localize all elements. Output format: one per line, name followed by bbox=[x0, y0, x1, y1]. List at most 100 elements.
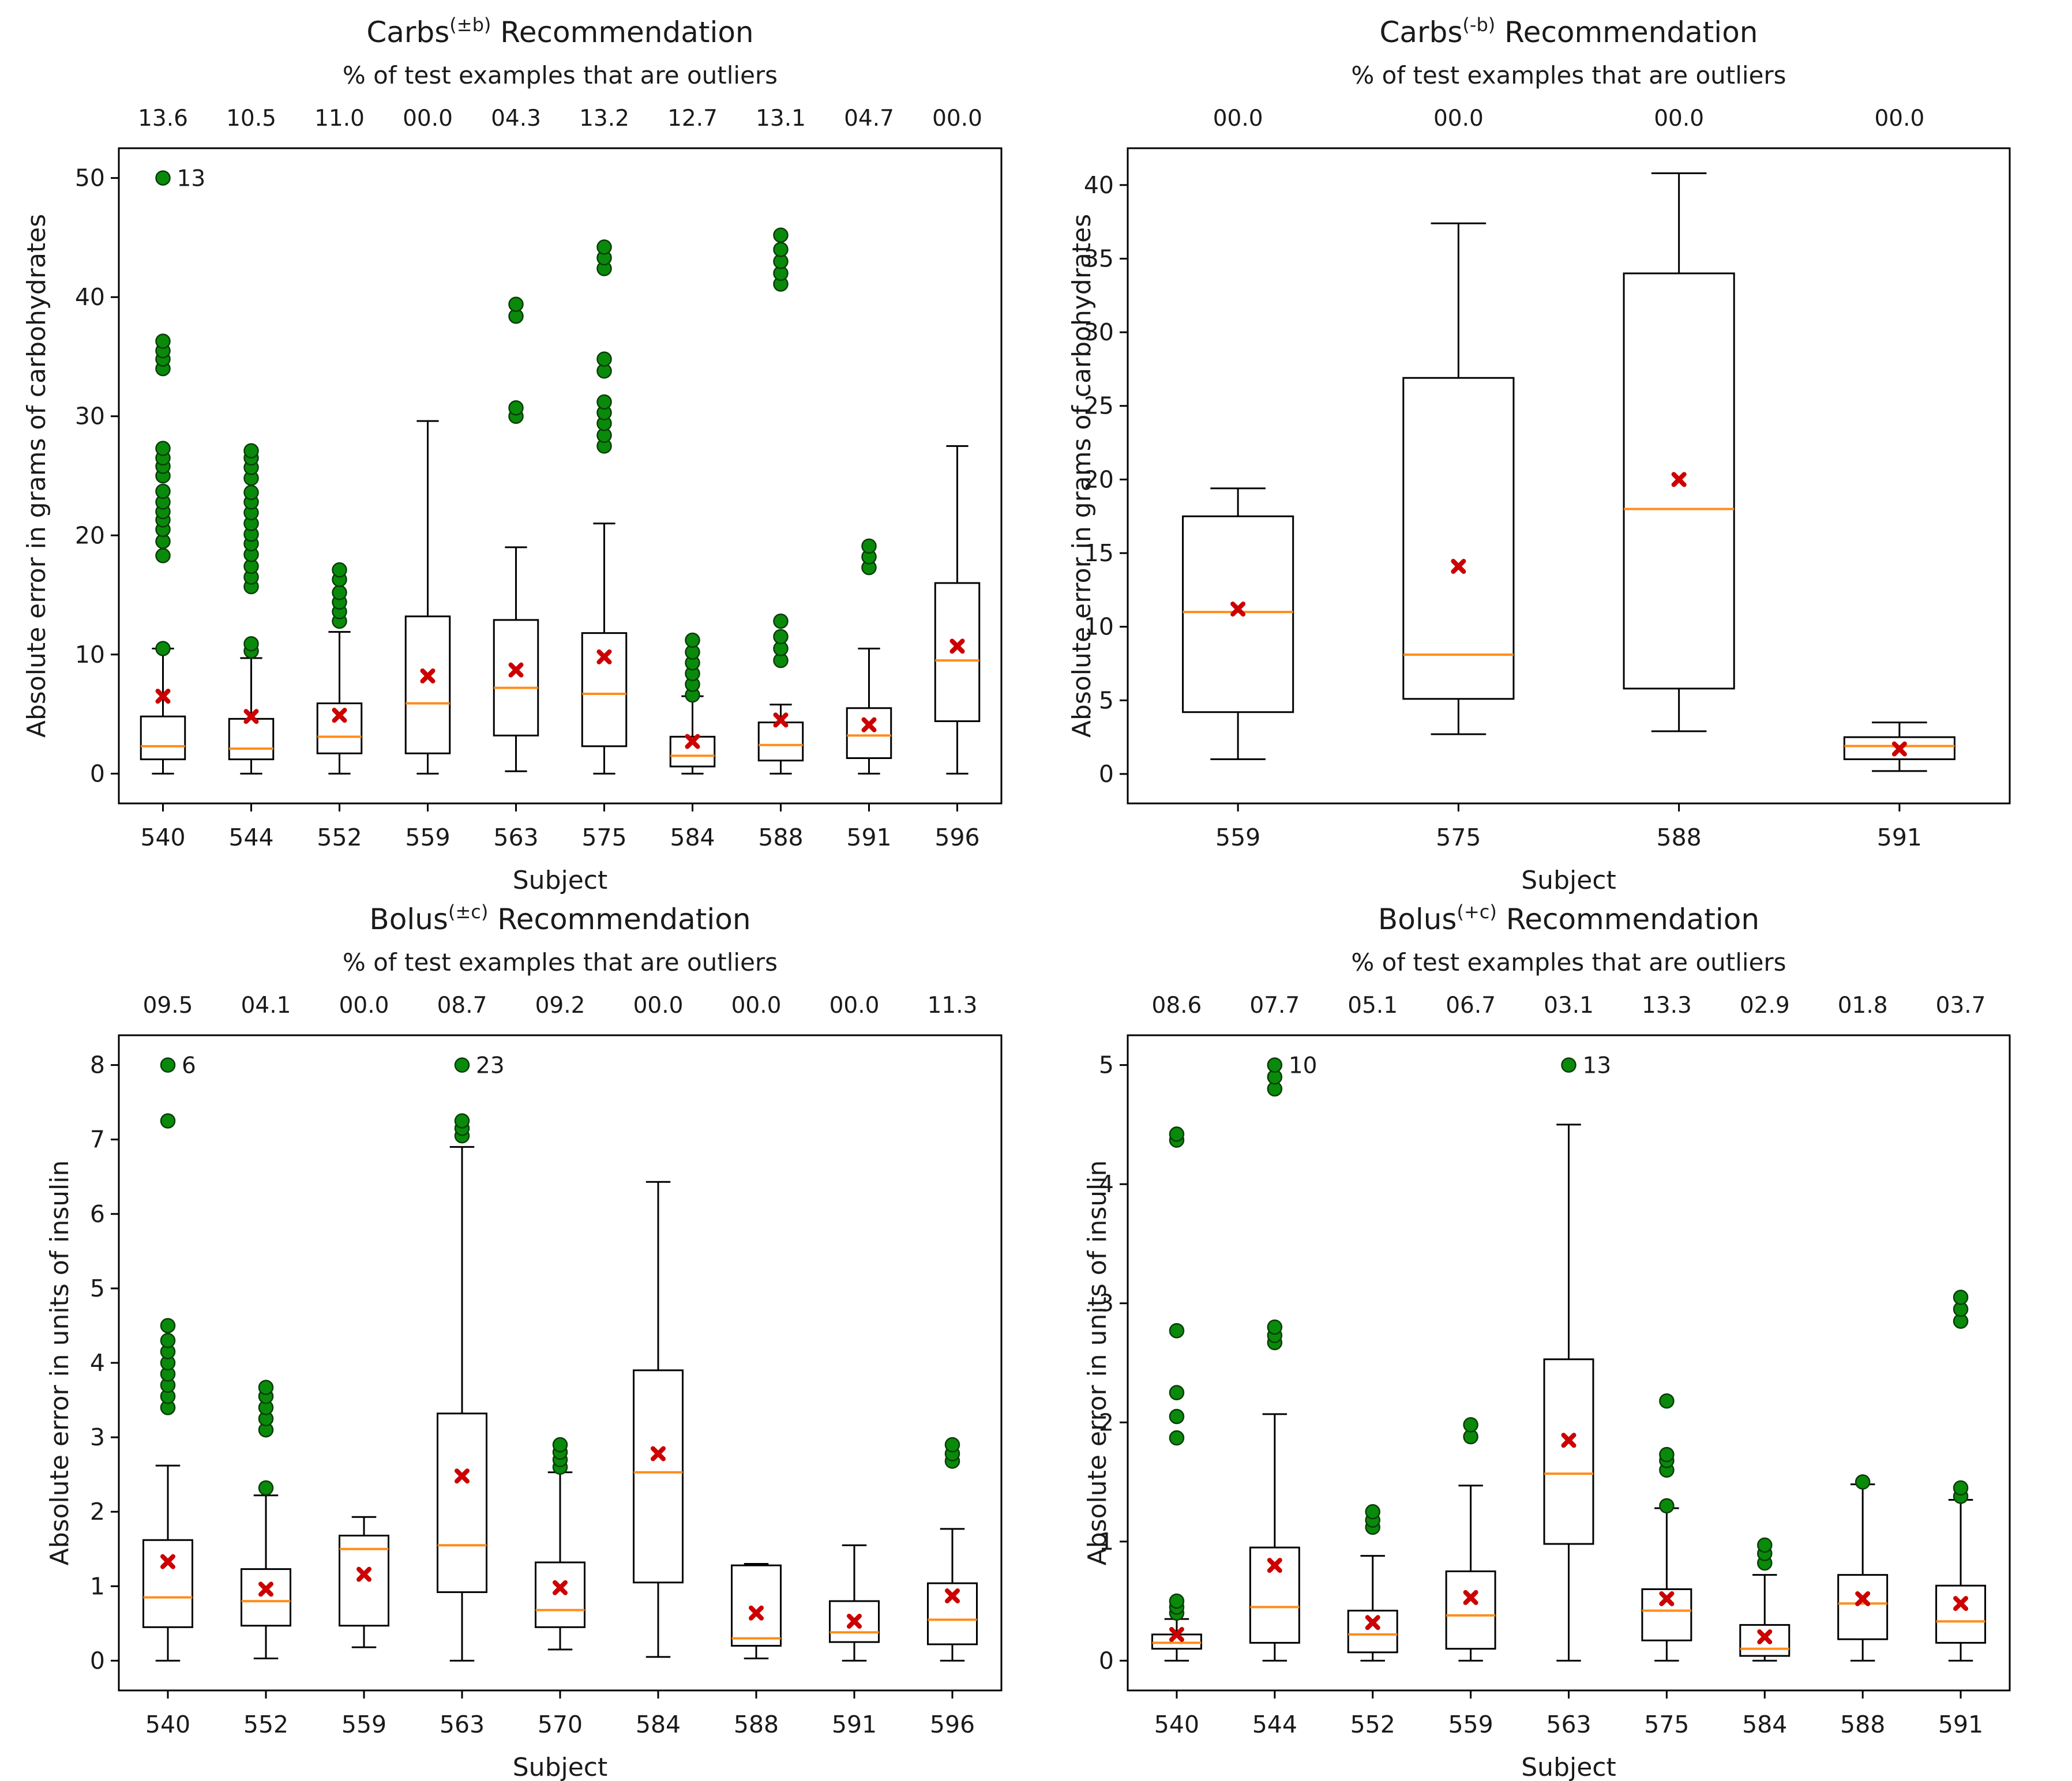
box-552 bbox=[1347, 1504, 1398, 1662]
outlier-pct-label: 01.8 bbox=[1838, 993, 1888, 1019]
chart-title-suffix: Recommendation bbox=[1495, 16, 1758, 49]
mean-marker bbox=[1757, 1629, 1773, 1645]
outlier-point bbox=[1169, 1385, 1185, 1400]
mean-marker bbox=[596, 649, 612, 664]
y-tick-label: 3 bbox=[1099, 1290, 1114, 1317]
x-tick-label: 559 bbox=[1215, 824, 1260, 851]
x-tick-label: 584 bbox=[636, 1711, 681, 1738]
iqr-box bbox=[1402, 377, 1515, 700]
y-tick-label: 4 bbox=[90, 1349, 105, 1377]
box-544 bbox=[1249, 1057, 1300, 1662]
x-tick-label: 588 bbox=[1656, 824, 1701, 851]
outlier-pct-label: 00.0 bbox=[403, 106, 453, 131]
outlier-point bbox=[1169, 1430, 1185, 1446]
x-tick-label: 575 bbox=[581, 824, 626, 851]
mean-marker-stroke bbox=[553, 1580, 568, 1595]
mean-marker bbox=[1267, 1558, 1282, 1573]
mean-marker-stroke bbox=[1365, 1615, 1380, 1630]
mean-marker-stroke bbox=[685, 734, 700, 749]
outlier-pct-label: 00.0 bbox=[731, 993, 782, 1019]
mean-marker bbox=[258, 1581, 273, 1597]
outlier-point bbox=[685, 632, 700, 648]
box-563 bbox=[437, 1057, 487, 1662]
outlier-point bbox=[332, 585, 347, 600]
iqr-box bbox=[669, 735, 716, 768]
x-tick-label: 552 bbox=[1350, 1711, 1395, 1738]
y-tick-label: 0 bbox=[90, 1647, 105, 1674]
outlier-pct-label: 00.0 bbox=[1213, 106, 1263, 131]
chart-title-main: Carbs bbox=[366, 16, 449, 49]
mean-marker-stroke bbox=[651, 1446, 666, 1461]
outlier-point bbox=[596, 239, 612, 255]
chart-panel-3: Bolus(±c) Recommendation % of test exampl… bbox=[45, 901, 1003, 1781]
box-591 bbox=[1843, 722, 1955, 772]
mean-marker bbox=[1451, 558, 1466, 574]
y-tick-label: 5 bbox=[1099, 686, 1114, 714]
box-584 bbox=[633, 1181, 684, 1658]
outlier-point bbox=[155, 333, 171, 349]
iqr-box bbox=[731, 1564, 782, 1647]
box-559 bbox=[1445, 1417, 1496, 1662]
chart-subtitle: % of test examples that are outliers bbox=[1351, 948, 1786, 976]
box-588 bbox=[1623, 172, 1735, 732]
mean-marker bbox=[1230, 602, 1246, 617]
box-559 bbox=[1182, 487, 1294, 760]
x-tick-label: 563 bbox=[440, 1711, 485, 1738]
chart-subtitle: % of test examples that are outliers bbox=[343, 61, 778, 89]
y-tick-label: 0 bbox=[90, 760, 105, 787]
outlier-point bbox=[155, 483, 171, 499]
x-tick-label: 584 bbox=[1742, 1711, 1787, 1738]
x-tick-label: 540 bbox=[1154, 1711, 1199, 1738]
outlier-pct-label: 13.2 bbox=[579, 106, 629, 131]
mean-marker bbox=[508, 662, 524, 678]
outlier-pct-label: 07.7 bbox=[1249, 993, 1300, 1019]
outlier-point bbox=[258, 1480, 274, 1496]
box-575 bbox=[581, 239, 628, 775]
box-563 bbox=[1543, 1057, 1594, 1662]
outlier-pct-label: 08.6 bbox=[1152, 993, 1202, 1019]
outlier-point bbox=[1463, 1417, 1478, 1433]
outlier-point bbox=[454, 1057, 470, 1073]
mean-marker bbox=[160, 1554, 175, 1569]
outlier-point bbox=[773, 242, 789, 257]
y-tick-label: 2 bbox=[1099, 1408, 1114, 1436]
x-tick-label: 563 bbox=[1546, 1711, 1591, 1738]
outlier-point bbox=[1169, 1126, 1185, 1142]
mean-marker-stroke bbox=[596, 649, 612, 664]
mean-marker bbox=[1671, 472, 1687, 487]
box-591 bbox=[1935, 1290, 1987, 1662]
outlier-point bbox=[243, 484, 259, 501]
outlier-point bbox=[155, 641, 171, 656]
iqr-box bbox=[846, 707, 892, 760]
box-540 bbox=[1151, 1126, 1202, 1662]
y-axis-label: Absolute error in units of insulin bbox=[1083, 1160, 1112, 1566]
y-tick-label: 40 bbox=[75, 283, 105, 311]
outlier-pct-label: 03.7 bbox=[1936, 993, 1986, 1019]
x-axis-label: Subject bbox=[1521, 1753, 1616, 1781]
mean-marker-stroke bbox=[455, 1468, 470, 1484]
box-591 bbox=[846, 538, 892, 775]
iqr-box bbox=[316, 702, 363, 754]
outlier-point bbox=[1169, 1322, 1185, 1339]
outlier-point bbox=[160, 1318, 176, 1333]
iqr-box bbox=[1182, 515, 1294, 713]
outlier-point bbox=[861, 538, 877, 554]
x-tick-label: 570 bbox=[538, 1711, 583, 1738]
mean-marker-stroke bbox=[949, 638, 965, 654]
plot-frame bbox=[118, 147, 1003, 805]
mean-marker-stroke bbox=[258, 1581, 273, 1597]
x-axis-label: Subject bbox=[1521, 866, 1616, 895]
chart-panel-1: Carbs(±b) Recommendation % of test exampl… bbox=[22, 14, 1003, 895]
outlier-point bbox=[596, 394, 612, 410]
outlier-point bbox=[1855, 1474, 1871, 1490]
mean-marker bbox=[685, 734, 700, 749]
chart-title-main: Bolus bbox=[1378, 903, 1457, 936]
x-tick-label: 559 bbox=[405, 824, 450, 851]
outlier-point bbox=[1757, 1537, 1773, 1553]
outlier-pct-label: 04.1 bbox=[241, 993, 291, 1019]
outlier-point bbox=[1169, 1593, 1185, 1609]
mean-marker bbox=[651, 1446, 666, 1461]
outlier-pct-label: 05.1 bbox=[1347, 993, 1398, 1019]
y-tick-label: 4 bbox=[1099, 1170, 1114, 1198]
y-tick-label: 15 bbox=[1084, 539, 1114, 567]
